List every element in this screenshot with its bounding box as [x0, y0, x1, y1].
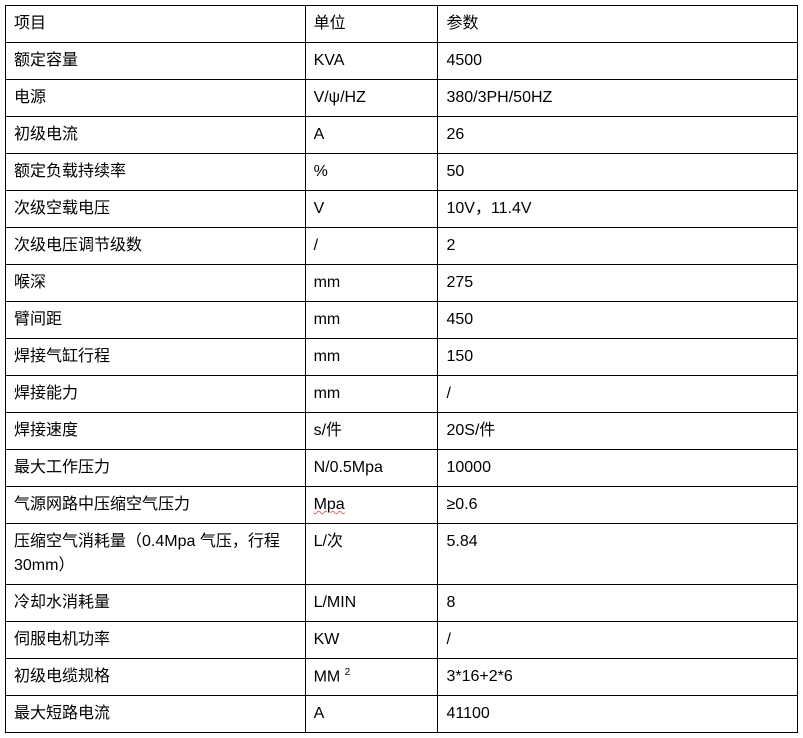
- table-row: 最大短路电流A41100: [6, 696, 798, 733]
- header-item: 项目: [6, 6, 306, 43]
- cell-param: /: [438, 622, 798, 659]
- cell-item: 额定容量: [6, 43, 306, 80]
- table-row: 电源V/ψ/HZ380/3PH/50HZ: [6, 80, 798, 117]
- table-row: 额定负载持续率%50: [6, 154, 798, 191]
- cell-param: 10V，11.4V: [438, 191, 798, 228]
- superscript: 2: [345, 667, 351, 678]
- cell-param: 20S/件: [438, 413, 798, 450]
- table-row: 最大工作压力N/0.5Mpa10000: [6, 450, 798, 487]
- cell-param: 2: [438, 228, 798, 265]
- header-param: 参数: [438, 6, 798, 43]
- cell-param: /: [438, 376, 798, 413]
- cell-unit: mm: [305, 302, 438, 339]
- table-row: 焊接气缸行程mm150: [6, 339, 798, 376]
- table-row: 臂间距mm450: [6, 302, 798, 339]
- cell-param: 275: [438, 265, 798, 302]
- cell-unit: V/ψ/HZ: [305, 80, 438, 117]
- table-row: 冷却水消耗量L/MIN8: [6, 585, 798, 622]
- cell-unit: MM 2: [305, 659, 438, 696]
- cell-unit: A: [305, 117, 438, 154]
- cell-item: 次级电压调节级数: [6, 228, 306, 265]
- cell-item: 焊接能力: [6, 376, 306, 413]
- cell-unit: N/0.5Mpa: [305, 450, 438, 487]
- cell-unit: A: [305, 696, 438, 733]
- spellcheck-text: Mpa: [314, 496, 345, 513]
- cell-param: 41100: [438, 696, 798, 733]
- cell-item: 次级空载电压: [6, 191, 306, 228]
- cell-param: 50: [438, 154, 798, 191]
- cell-param: 150: [438, 339, 798, 376]
- cell-item: 最大短路电流: [6, 696, 306, 733]
- cell-unit: KW: [305, 622, 438, 659]
- table-row: 压缩空气消耗量（0.4Mpa 气压，行程 30mm）L/次5.84: [6, 524, 798, 585]
- cell-param: 4500: [438, 43, 798, 80]
- table-body: 项目单位参数额定容量KVA4500电源V/ψ/HZ380/3PH/50HZ初级电…: [6, 6, 798, 733]
- table-row: 焊接能力mm/: [6, 376, 798, 413]
- table-row: 额定容量KVA4500: [6, 43, 798, 80]
- table-row: 初级电缆规格MM 23*16+2*6: [6, 659, 798, 696]
- table-row: 次级空载电压V10V，11.4V: [6, 191, 798, 228]
- cell-unit: mm: [305, 376, 438, 413]
- spec-table: 项目单位参数额定容量KVA4500电源V/ψ/HZ380/3PH/50HZ初级电…: [5, 5, 798, 733]
- cell-item: 电源: [6, 80, 306, 117]
- cell-item: 喉深: [6, 265, 306, 302]
- table-row: 焊接速度s/件20S/件: [6, 413, 798, 450]
- cell-item: 焊接速度: [6, 413, 306, 450]
- table-row: 初级电流A26: [6, 117, 798, 154]
- cell-unit: Mpa: [305, 487, 438, 524]
- table-header-row: 项目单位参数: [6, 6, 798, 43]
- cell-item: 初级电缆规格: [6, 659, 306, 696]
- cell-param: 8: [438, 585, 798, 622]
- cell-param: 5.84: [438, 524, 798, 585]
- cell-unit: L/MIN: [305, 585, 438, 622]
- cell-unit: s/件: [305, 413, 438, 450]
- table-row: 次级电压调节级数/2: [6, 228, 798, 265]
- cell-unit: %: [305, 154, 438, 191]
- cell-unit: /: [305, 228, 438, 265]
- cell-item: 气源网路中压缩空气压力: [6, 487, 306, 524]
- cell-unit: L/次: [305, 524, 438, 585]
- table-row: 伺服电机功率KW/: [6, 622, 798, 659]
- cell-item: 焊接气缸行程: [6, 339, 306, 376]
- cell-unit: mm: [305, 339, 438, 376]
- cell-item: 初级电流: [6, 117, 306, 154]
- header-unit: 单位: [305, 6, 438, 43]
- cell-unit: KVA: [305, 43, 438, 80]
- cell-item: 压缩空气消耗量（0.4Mpa 气压，行程 30mm）: [6, 524, 306, 585]
- table-row: 气源网路中压缩空气压力 Mpa ≥0.6: [6, 487, 798, 524]
- cell-param: 3*16+2*6: [438, 659, 798, 696]
- cell-unit: V: [305, 191, 438, 228]
- cell-item: 最大工作压力: [6, 450, 306, 487]
- cell-item: 冷却水消耗量: [6, 585, 306, 622]
- cell-item: 臂间距: [6, 302, 306, 339]
- cell-item: 伺服电机功率: [6, 622, 306, 659]
- cell-item: 额定负载持续率: [6, 154, 306, 191]
- cell-param: 10000: [438, 450, 798, 487]
- cell-param: 450: [438, 302, 798, 339]
- cell-param: ≥0.6: [438, 487, 798, 524]
- cell-unit: mm: [305, 265, 438, 302]
- cell-param: 380/3PH/50HZ: [438, 80, 798, 117]
- table-row: 喉深mm275: [6, 265, 798, 302]
- cell-param: 26: [438, 117, 798, 154]
